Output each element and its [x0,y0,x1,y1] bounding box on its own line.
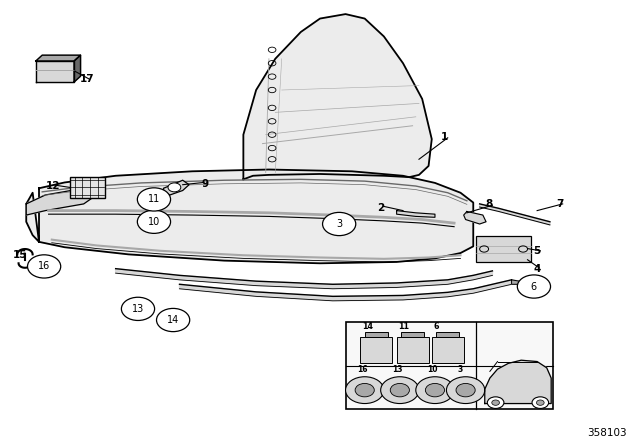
Circle shape [487,397,504,409]
Text: 9: 9 [202,179,209,189]
Circle shape [323,212,356,236]
Circle shape [536,400,544,405]
Circle shape [532,397,548,409]
Bar [401,332,424,336]
Polygon shape [36,55,81,61]
Text: 7: 7 [556,199,563,209]
Polygon shape [243,14,432,179]
Text: 13: 13 [132,304,144,314]
Text: 2: 2 [377,203,384,213]
Circle shape [355,383,374,397]
Circle shape [28,255,61,278]
Bar [70,177,105,198]
Polygon shape [116,269,492,289]
Polygon shape [36,61,74,82]
Polygon shape [464,211,486,224]
Text: 10: 10 [428,365,438,374]
Circle shape [492,400,499,405]
Polygon shape [511,280,524,284]
Circle shape [138,188,171,211]
Text: 4: 4 [534,264,541,274]
Text: 16: 16 [357,365,367,374]
Circle shape [456,383,475,397]
Bar [436,332,460,336]
Polygon shape [26,169,473,263]
Polygon shape [26,188,97,215]
Text: 6: 6 [531,281,537,292]
Polygon shape [179,280,511,301]
Text: 13: 13 [392,365,403,374]
Text: 14: 14 [362,322,373,331]
Circle shape [346,377,384,404]
Circle shape [517,275,550,298]
Bar [365,332,388,336]
Polygon shape [479,204,550,225]
Text: 5: 5 [534,246,541,256]
Circle shape [447,377,484,404]
Circle shape [138,210,171,233]
Text: 14: 14 [167,315,179,325]
Circle shape [122,297,155,320]
Polygon shape [397,211,435,217]
Circle shape [416,377,454,404]
Bar [432,336,464,363]
Text: 15: 15 [13,250,27,260]
Text: 11: 11 [148,194,160,204]
Circle shape [157,308,189,332]
Text: 10: 10 [148,217,160,227]
Bar [397,336,429,363]
Text: 8: 8 [486,199,493,209]
Text: 12: 12 [46,181,60,191]
Circle shape [426,383,445,397]
Text: 17: 17 [79,74,94,84]
Circle shape [168,183,180,192]
Text: 6: 6 [434,322,439,331]
Bar [476,236,531,262]
Text: 16: 16 [38,262,51,271]
Bar [360,336,392,363]
Text: 3: 3 [458,365,463,374]
Circle shape [381,377,419,404]
Text: 358103: 358103 [587,428,627,439]
Text: 11: 11 [399,322,410,331]
Bar [346,322,553,409]
Polygon shape [484,360,551,404]
Polygon shape [74,55,81,82]
Text: 3: 3 [336,219,342,229]
Polygon shape [164,180,189,195]
Text: 1: 1 [441,132,448,142]
Circle shape [390,383,410,397]
